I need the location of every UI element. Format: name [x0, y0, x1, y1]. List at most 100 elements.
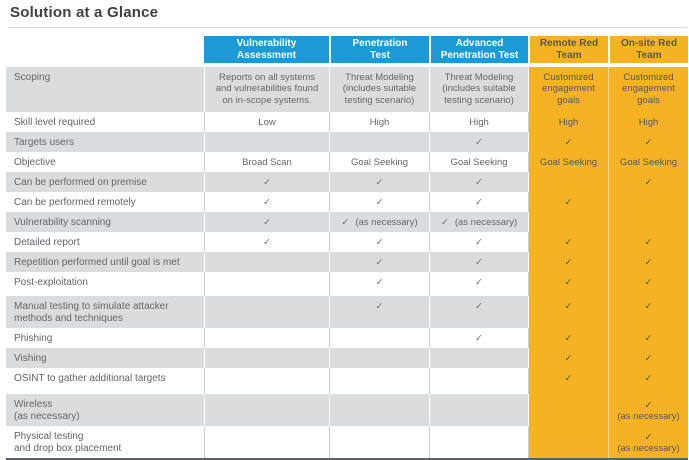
row-label: Manual testing to simulate attacker meth… — [14, 301, 169, 324]
table-cell-penetration-test — [329, 328, 429, 348]
table-cell-advanced-penetration-test: ✓ — [429, 232, 528, 252]
table-cell-advanced-penetration-test: ✓ — [429, 272, 528, 296]
row-label: Phishing — [14, 333, 53, 344]
table-cell-vulnerability-assessment: ✓ — [204, 192, 329, 212]
table-cell-penetration-test — [329, 348, 429, 368]
cell-text: High — [558, 117, 579, 128]
table-row: Physical testing and drop box placement ✓… — [6, 426, 688, 458]
check-icon: ✓ — [644, 333, 653, 344]
table-cell-on-site-red-team: ✓ — [608, 252, 688, 272]
table-cell-remote-red-team — [528, 212, 608, 232]
check-icon: ✓ — [375, 257, 384, 268]
table-cell-remote-red-team — [528, 426, 608, 458]
row-label: Post-exploitation — [14, 277, 88, 288]
table-cell-vulnerability-assessment — [204, 394, 329, 426]
row-label: Can be performed remotely — [14, 197, 136, 208]
cell-text: Threat Modeling (includes suitable testi… — [442, 72, 516, 106]
table-row: Post-exploitation ✓ ✓ ✓ ✓ — [6, 272, 688, 296]
table-cell-vulnerability-assessment: Broad Scan — [204, 152, 329, 172]
check-icon: ✓ — [375, 301, 384, 312]
table-row: Vulnerability scanning ✓ ✓ (as necessary) ✓ (… — [6, 212, 688, 232]
check-icon: ✓ — [263, 177, 271, 188]
table-cell-remote-red-team — [528, 394, 608, 426]
cell-text: Reports on all systems and vulnerabiliti… — [215, 72, 319, 106]
check-icon: ✓ — [564, 137, 573, 148]
table-cell-remote-red-team: ✓ — [528, 252, 608, 272]
check-icon: ✓ — [644, 301, 653, 312]
table-cell-on-site-red-team: Goal Seeking — [608, 152, 688, 172]
table-cell-advanced-penetration-test: ✓ — [429, 172, 528, 192]
table-row: Repetition performed until goal is met ✓ ✓… — [6, 252, 688, 272]
check-icon: ✓ — [564, 333, 573, 344]
table-cell-advanced-penetration-test: ✓ — [429, 252, 528, 272]
check-icon: ✓ — [644, 431, 653, 443]
table-cell-remote-red-team: ✓ — [528, 348, 608, 368]
check-icon: ✓ — [375, 177, 384, 188]
check-icon: ✓ — [263, 217, 271, 228]
column-header-vulnerability-assessment: Vulnerability Assessment — [204, 36, 329, 63]
table-row: Manual testing to simulate attacker meth… — [6, 296, 688, 328]
check-icon: ✓ — [564, 237, 573, 248]
check-icon: ✓ — [375, 197, 384, 208]
check-icon: ✓ — [263, 197, 271, 208]
check-icon: ✓ — [644, 277, 653, 288]
table-cell-remote-red-team: ✓ — [528, 232, 608, 252]
corner-cell — [6, 36, 204, 63]
table-cell-penetration-test: Threat Modeling (includes suitable testi… — [329, 67, 429, 112]
cell-text: Goal Seeking — [539, 157, 598, 168]
table-cell-on-site-red-team: ✓ — [608, 172, 688, 192]
table-row: Vishing ✓ ✓ — [6, 348, 688, 368]
table-cell-remote-red-team: High — [528, 112, 608, 132]
check-icon: ✓ — [644, 177, 653, 188]
table-cell-remote-red-team: ✓ — [528, 272, 608, 296]
table-cell-on-site-red-team — [608, 212, 688, 232]
cell-text: Threat Modeling (includes suitable testi… — [342, 72, 417, 106]
table-cell-penetration-test: ✓ — [329, 296, 429, 328]
table-cell-advanced-penetration-test: ✓ — [429, 132, 528, 152]
check-icon: ✓ — [564, 353, 573, 364]
row-label: Scoping — [14, 72, 51, 83]
table-cell-advanced-penetration-test: Goal Seeking — [429, 152, 528, 172]
check-icon: ✓ — [644, 257, 653, 268]
table-cell-vulnerability-assessment — [204, 272, 329, 296]
check-icon: ✓ — [375, 237, 384, 248]
table-cell-on-site-red-team: ✓ — [608, 232, 688, 252]
table-cell-advanced-penetration-test — [429, 426, 528, 458]
row-label: Repetition performed until goal is met — [14, 257, 180, 268]
table-cell-on-site-red-team: High — [608, 112, 688, 132]
row-label: Vishing — [14, 353, 47, 364]
row-label: Detailed report — [14, 237, 80, 248]
table-cell-penetration-test: ✓ — [329, 232, 429, 252]
table-cell-penetration-test: ✓ — [329, 192, 429, 212]
cell-note: (as necessary) — [617, 411, 680, 422]
column-header-remote-red-team: Remote Red Team — [528, 36, 608, 63]
table-cell-vulnerability-assessment — [204, 296, 329, 328]
table-cell-advanced-penetration-test — [429, 394, 528, 426]
table-cell-remote-red-team: ✓ — [528, 132, 608, 152]
table-cell-vulnerability-assessment: ✓ — [204, 172, 329, 192]
cell-text: High — [638, 117, 659, 128]
table-cell-on-site-red-team — [608, 192, 688, 212]
row-label: Skill level required — [14, 117, 96, 128]
column-header-on-site-red-team: On-site Red Team — [608, 36, 688, 63]
page-title: Solution at a Glance — [10, 4, 159, 21]
table-row: Phishing ✓ ✓ ✓ — [6, 328, 688, 348]
table-cell-on-site-red-team: ✓ — [608, 296, 688, 328]
table-cell-advanced-penetration-test — [429, 348, 528, 368]
table-row: Can be performed on premise ✓ ✓ ✓ ✓ — [6, 172, 688, 192]
table-row: Skill level required Low High High High High — [6, 112, 688, 132]
row-label: Objective — [14, 157, 56, 168]
row-label: Targets users — [14, 137, 75, 148]
check-icon: ✓ — [564, 257, 573, 268]
table-row: Scoping Reports on all systems and vulner… — [6, 67, 688, 112]
check-icon: ✓ — [644, 373, 653, 384]
check-icon: ✓ — [375, 277, 384, 288]
check-icon: ✓ — [564, 301, 573, 312]
column-header-advanced-penetration-test: Advanced Penetration Test — [429, 36, 528, 63]
check-icon: ✓ — [475, 197, 483, 208]
table-cell-penetration-test: High — [329, 112, 429, 132]
table-cell-penetration-test — [329, 132, 429, 152]
cell-text: Goal Seeking — [450, 157, 508, 168]
check-icon: ✓ — [263, 237, 271, 248]
check-icon: ✓ — [475, 333, 483, 344]
